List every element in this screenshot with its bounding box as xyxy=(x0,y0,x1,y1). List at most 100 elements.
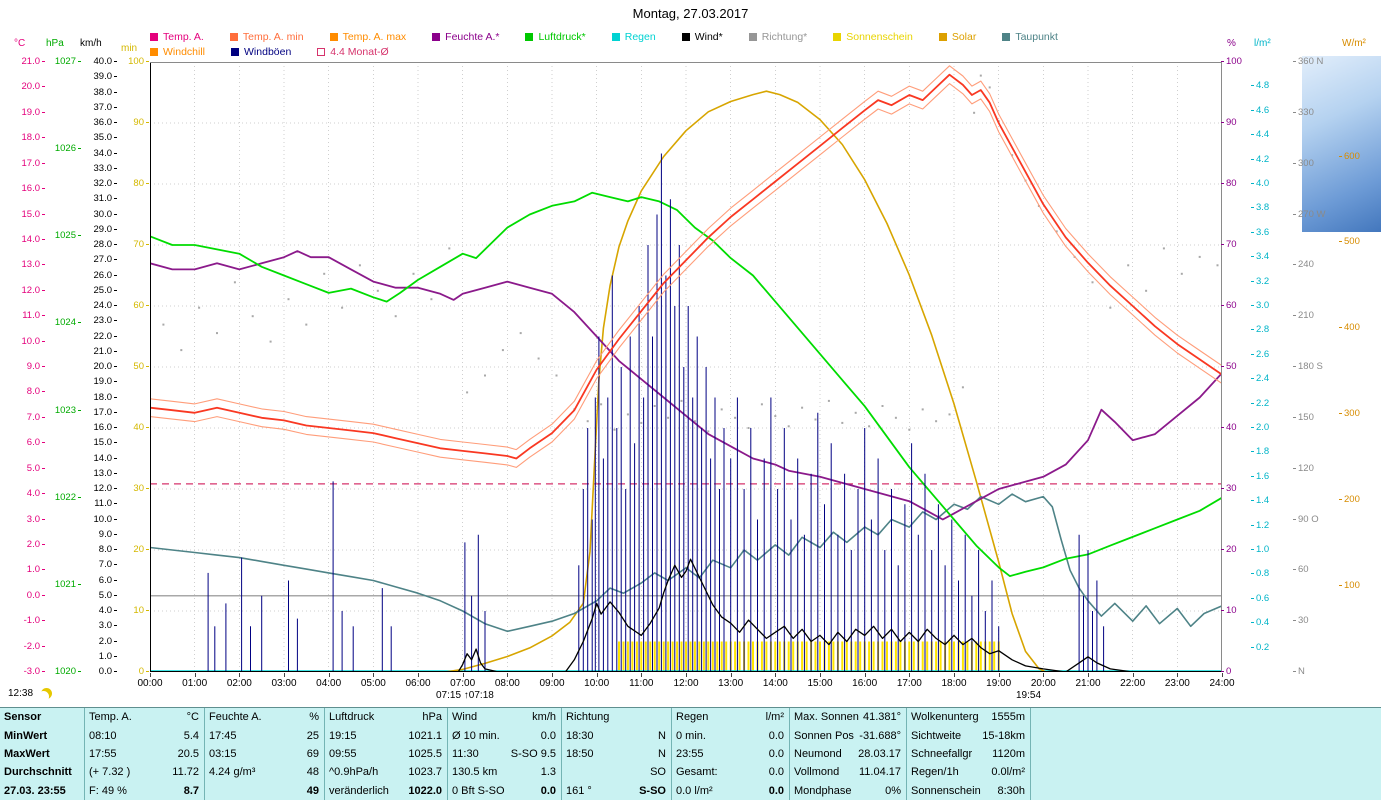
x-axis-label: 12:00 xyxy=(673,678,699,689)
axis-label: 21.0 xyxy=(2,57,45,67)
stats-table: Sensor Temp. A. °C Feuchte A.% Luftdruck hPa W… xyxy=(0,707,1381,800)
stats-cell-label: veränderlich xyxy=(329,784,389,797)
legend-swatch xyxy=(611,33,620,41)
stats-cell-temp-a-: Temp. A. °C xyxy=(85,708,205,727)
legend-label: Windchill xyxy=(163,46,206,58)
axis-label: 30.0 xyxy=(78,209,117,220)
stats-info-value: 1120m xyxy=(992,747,1025,760)
stats-cell-temp-a-: 08:10 5.4 xyxy=(85,726,205,745)
stats-info-label: Mondphase xyxy=(794,784,852,797)
sunset-time: 19:54 xyxy=(1016,690,1042,701)
stats-cell-value: S-SO 9.5 xyxy=(510,747,556,760)
stats-row-label: Durchschnitt xyxy=(0,763,85,782)
axis-label: 18.0 xyxy=(78,392,117,403)
legend-label: Windböen xyxy=(244,46,292,58)
stats-info-value: 41.381° xyxy=(862,711,901,724)
axis-label: 4.0 xyxy=(78,606,117,616)
stats-cell-label: F: 49 % xyxy=(89,784,127,797)
axis-label: 0.0 xyxy=(2,590,45,601)
legend-swatch xyxy=(748,33,757,41)
stats-cell-label: 09:55 xyxy=(329,747,357,760)
axis-label: 35.0 xyxy=(78,133,117,143)
axis-label: 0.0 xyxy=(78,667,117,677)
axis-label: 2.0 xyxy=(2,539,45,550)
x-axis-tick xyxy=(1132,673,1134,677)
stats-cell-label: Ø 10 min. xyxy=(452,729,500,742)
axis-label: N xyxy=(1293,667,1340,677)
axis-label: 80 xyxy=(1221,179,1252,189)
stats-cell-wind: 11:30 S-SO 9.5 xyxy=(448,744,562,764)
moon-time: 12:38 xyxy=(8,688,52,699)
axis-label: 11.0 xyxy=(2,311,45,321)
legend-swatch xyxy=(938,33,947,41)
axis-label: 3.0 xyxy=(78,621,117,631)
axis-label: 1027 xyxy=(42,57,81,67)
axis-label: 10.0 xyxy=(2,336,45,347)
legend-swatch xyxy=(317,48,326,56)
axis-label: 28.0 xyxy=(78,240,117,250)
axis-label: 20.0 xyxy=(2,82,45,92)
stats-info-cell: Sonnen Pos -31.688° xyxy=(790,726,907,745)
stats-cell-luftdruck: veränderlich 1022.0 xyxy=(325,781,448,800)
axis-label: 40 xyxy=(114,423,149,433)
axis-label: 12.0 xyxy=(2,285,45,296)
stats-info-value: 0.0l/m² xyxy=(991,766,1025,779)
axis-label: 37.0 xyxy=(78,102,117,113)
x-axis-tick xyxy=(552,673,553,677)
axis-label: 1.4 xyxy=(1251,496,1284,506)
axis-label: 1020 xyxy=(42,667,81,677)
axis-label: 7.0 xyxy=(2,412,45,423)
axis-label: 4.4 xyxy=(1251,130,1284,140)
x-axis-tick xyxy=(373,673,375,677)
axis-label: 36.0 xyxy=(78,118,117,128)
stats-cell-richtung: 161 ° S-SO xyxy=(562,781,672,800)
x-axis-label: 11:00 xyxy=(629,678,654,689)
legend-item: Temp. A. max xyxy=(329,31,406,43)
stats-filler xyxy=(1031,745,1381,763)
axis-label: 80 xyxy=(114,179,149,189)
x-axis-label: 18:00 xyxy=(941,678,967,689)
x-axis-label: 10:00 xyxy=(584,678,610,689)
axis-label: 6.0 xyxy=(2,438,45,448)
axis-label: 16.0 xyxy=(2,184,45,194)
x-axis-label: 14:00 xyxy=(762,678,788,689)
x-axis-tick xyxy=(239,673,241,677)
axis-label: 50 xyxy=(114,362,149,372)
axis-label: 20 xyxy=(1221,545,1252,555)
x-axis-tick xyxy=(1043,673,1045,677)
axis-unit-rain: l/m² xyxy=(1254,38,1271,49)
legend-label: Sonnenschein xyxy=(846,31,913,43)
axis-label: 50 xyxy=(1221,362,1252,372)
x-axis-label: 22:00 xyxy=(1120,678,1146,689)
stats-cell-feuchte-a-: 49 xyxy=(205,781,325,800)
sky-gradient-panel xyxy=(1302,56,1381,232)
stats-cell-value: 0.0 xyxy=(540,729,556,742)
x-axis-label: 03:00 xyxy=(271,678,297,689)
x-axis-label: 09:00 xyxy=(539,678,565,689)
stats-cell-label: 03:15 xyxy=(209,747,237,760)
page-title: Montag, 27.03.2017 xyxy=(632,6,749,21)
axis-label: 1021 xyxy=(42,579,81,590)
axis-rain: 4.8 4.6 4.4 4.2 4.0 3.8 3.6 3.4 3.2 3.0 2.8 2.6 2.4 2… xyxy=(1251,62,1284,672)
stats-cell-label: 0 Bft S-SO xyxy=(452,784,505,797)
legend-label: Feuchte A.* xyxy=(445,31,500,43)
stats-cell-label: (+ 7.32 ) xyxy=(89,766,131,779)
stats-cell-luftdruck: ^0.9hPa/h 1023.7 xyxy=(325,763,448,782)
axis-label: 1026 xyxy=(42,144,81,154)
stats-info-cell: Max. Sonnen 41.381° xyxy=(790,708,907,727)
x-axis-tick xyxy=(150,673,151,677)
axis-label: 11.0 xyxy=(78,499,117,509)
axis-label: 1024 xyxy=(42,318,81,328)
legend-item: Richtung* xyxy=(748,31,807,43)
x-axis-label: 13:00 xyxy=(718,678,744,689)
axis-label: 32.0 xyxy=(78,179,117,189)
moon-time-label: 12:38 xyxy=(8,688,34,699)
stats-cell-luftdruck: 19:15 1021.1 xyxy=(325,726,448,745)
x-axis-label: 23:00 xyxy=(1164,678,1190,689)
legend-swatch xyxy=(229,33,238,41)
x-axis-tick xyxy=(1177,673,1179,677)
stats-cell-label: Feuchte A. xyxy=(209,711,262,724)
axis-label: 7.0 xyxy=(78,560,117,570)
stats-cell-feuchte-a-: 17:45 25 xyxy=(205,726,325,745)
axis-label: 1023 xyxy=(42,405,81,416)
